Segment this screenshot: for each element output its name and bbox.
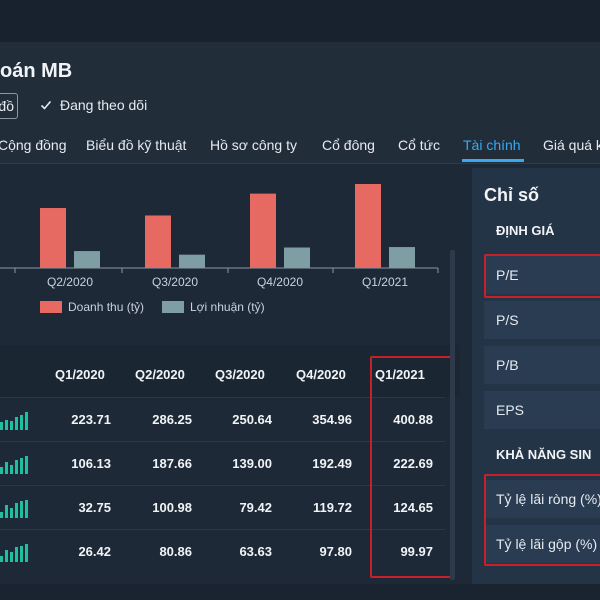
x-tick-label: Q2/2020 [47,275,93,289]
indicator-eps[interactable]: EPS [484,391,600,429]
page-title: oán MB [0,60,73,82]
top-strip [0,0,600,42]
bar-profit [179,254,205,268]
section-profitability: KHẢ NĂNG SIN [496,447,592,462]
table-cell: 354.96 [312,412,352,427]
x-tick-label: Q4/2020 [257,275,303,289]
table-cell: 192.49 [312,456,352,471]
row-divider [0,441,445,442]
tab-bar [0,130,600,164]
highlight-box-q1-2021 [370,356,453,578]
tab-technical-chart[interactable]: Biểu đồ kỹ thuật [86,137,187,153]
scrollbar[interactable] [450,250,455,580]
follow-label: Đang theo dõi [60,97,148,113]
row-divider [0,397,445,398]
legend-profit: Lợi nhuận (tỷ) [162,300,265,314]
column-header: Q2/2020 [135,367,185,382]
indicator-gross-margin[interactable]: Tỷ lệ lãi gộp (%) [484,525,600,563]
table-cell: 80.86 [159,544,192,559]
column-header: Q4/2020 [296,367,346,382]
table-cell: 223.71 [71,412,111,427]
check-icon [40,100,52,110]
table-cell: 99.97 [400,544,433,559]
bar-revenue [250,193,276,268]
table-cell: 79.42 [239,500,272,515]
indicator-pe[interactable]: P/E [484,256,600,294]
bottom-bar [0,584,600,600]
mini-bar-chart-icon[interactable] [0,410,32,430]
bar-revenue [40,208,66,268]
table-cell: 124.65 [393,500,433,515]
legend-label-revenue: Doanh thu (tỷ) [68,300,145,314]
finance-bar-chart: Q2/2020 Q3/2020 Q4/2020 Q1/2021 [0,184,439,289]
table-cell: 119.72 [312,500,352,515]
active-tab-indicator [462,159,524,162]
table-cell: 63.63 [239,544,272,559]
legend-label-profit: Lợi nhuận (tỷ) [190,300,265,314]
row-divider [0,485,445,486]
x-tick-label: Q1/2021 [362,275,408,289]
table-cell: 222.69 [393,456,433,471]
column-header: Q1/2021 [375,367,425,382]
legend-swatch-revenue [40,301,62,313]
indicator-pb[interactable]: P/B [484,346,600,384]
table-cell: 100.98 [152,500,192,515]
table-cell: 106.13 [71,456,111,471]
table-cell: 250.64 [232,412,272,427]
highlight-box-margins [484,474,600,566]
tab-shareholders[interactable]: Cổ đông [322,137,375,153]
legend-revenue: Doanh thu (tỷ) [40,300,144,314]
indicator-panel-title: Chỉ số [484,185,540,205]
chart-button[interactable]: đồ [0,93,18,119]
mini-bar-chart-icon[interactable] [0,454,32,474]
indicator-ps[interactable]: P/S [484,301,600,339]
table-cell: 286.25 [152,412,192,427]
bar-profit [74,251,100,268]
section-valuation: ĐỊNH GIÁ [496,223,555,238]
table-header [0,345,460,397]
x-tick-label: Q3/2020 [152,275,198,289]
table-cell: 187.66 [152,456,192,471]
highlight-box-pe [484,254,600,298]
table-cell: 400.88 [393,412,433,427]
header [0,42,600,130]
tab-dividends[interactable]: Cổ tức [398,137,441,153]
bar-revenue [145,215,171,268]
column-header: Q1/2020 [55,367,105,382]
table-cell: 139.00 [232,456,272,471]
follow-button[interactable]: Đang theo dõi [40,97,147,113]
legend-swatch-profit [162,301,184,313]
bar-profit [389,247,415,268]
bar-revenue [355,184,381,268]
mini-bar-chart-icon[interactable] [0,498,32,518]
table-cell: 26.42 [78,544,111,559]
column-header: Q3/2020 [215,367,265,382]
row-divider [0,529,445,530]
tab-finance[interactable]: Tài chính [463,137,521,153]
mini-bar-chart-icon[interactable] [0,542,32,562]
table-cell: 97.80 [319,544,352,559]
bar-profit [284,247,310,268]
tab-company-profile[interactable]: Hồ sơ công ty [210,137,297,153]
indicator-net-margin[interactable]: Tỷ lệ lãi ròng (%) [484,480,600,518]
tab-price-history[interactable]: Giá quá k [543,137,600,153]
table-cell: 32.75 [78,500,111,515]
tab-community[interactable]: Cộng đồng [0,137,67,153]
